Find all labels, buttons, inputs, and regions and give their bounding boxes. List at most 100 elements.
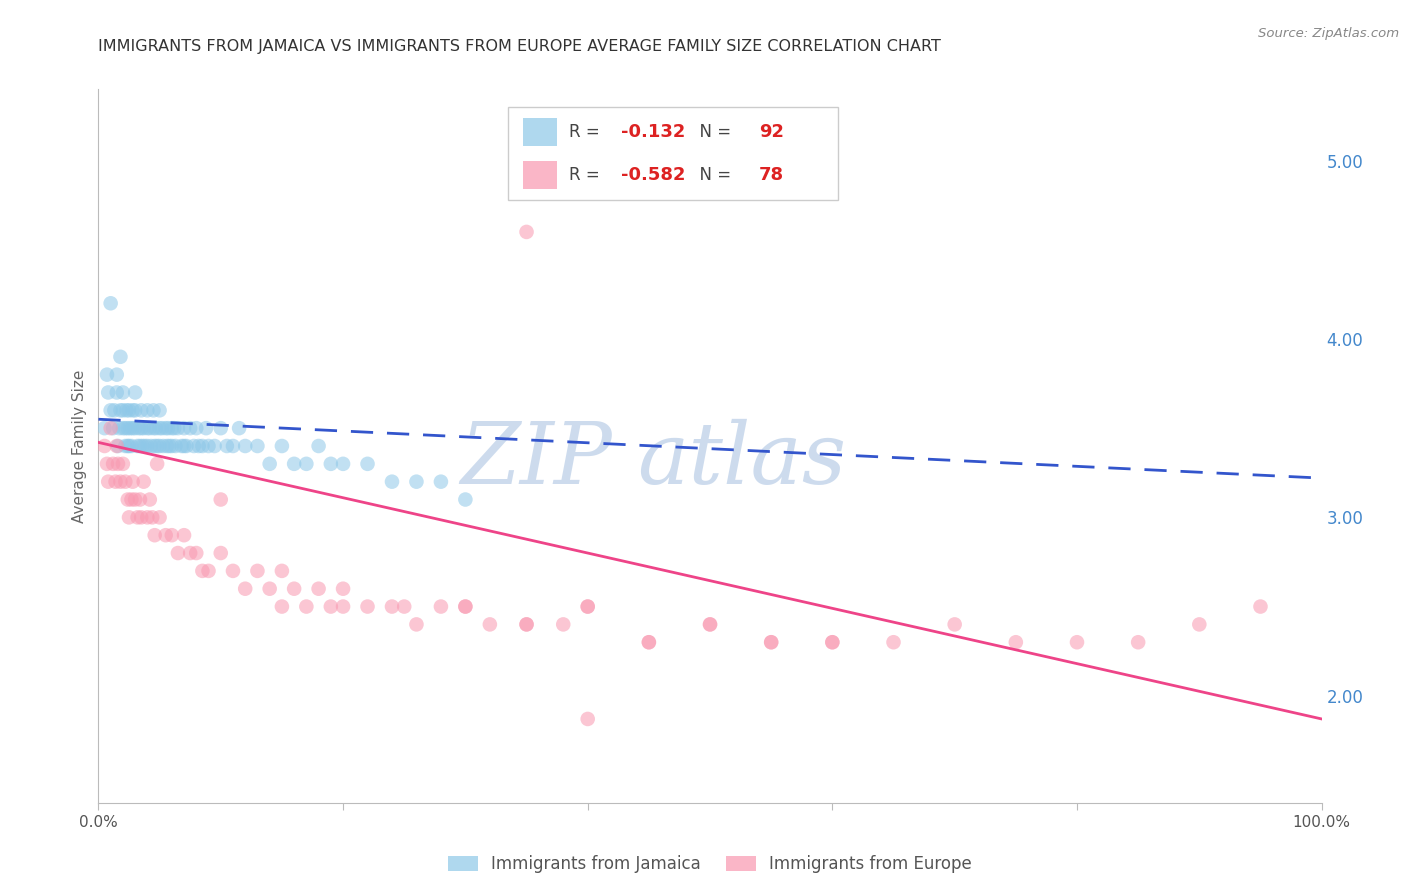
Point xyxy=(195,421,218,435)
Point xyxy=(392,599,416,614)
Point xyxy=(124,421,146,435)
Text: -0.582: -0.582 xyxy=(620,166,685,184)
Point xyxy=(246,564,269,578)
Point xyxy=(149,421,172,435)
Point xyxy=(132,475,155,489)
Text: 92: 92 xyxy=(759,123,785,141)
Point xyxy=(191,439,214,453)
Point xyxy=(120,421,142,435)
Text: ZIP: ZIP xyxy=(460,419,612,501)
Point xyxy=(111,457,134,471)
Point xyxy=(155,528,177,542)
Point xyxy=(1004,635,1026,649)
Point xyxy=(308,582,330,596)
Point xyxy=(157,439,180,453)
Text: Source: ZipAtlas.com: Source: ZipAtlas.com xyxy=(1258,27,1399,40)
Point xyxy=(114,421,136,435)
Point xyxy=(136,403,159,417)
Point xyxy=(104,475,127,489)
Point xyxy=(101,457,124,471)
Y-axis label: Average Family Size: Average Family Size xyxy=(72,369,87,523)
Point xyxy=(259,582,281,596)
Point xyxy=(115,403,138,417)
Point xyxy=(146,439,169,453)
Point xyxy=(430,475,453,489)
Point xyxy=(430,599,453,614)
Point xyxy=(121,421,143,435)
Point xyxy=(114,475,136,489)
Point xyxy=(173,528,195,542)
Point xyxy=(173,421,195,435)
Point xyxy=(515,617,537,632)
Point xyxy=(179,421,201,435)
Point xyxy=(454,492,477,507)
Point xyxy=(105,385,128,400)
Point xyxy=(170,439,193,453)
Point xyxy=(93,439,115,453)
Point xyxy=(103,403,125,417)
Point xyxy=(149,510,172,524)
Point xyxy=(118,403,141,417)
Point xyxy=(96,457,118,471)
Text: -0.132: -0.132 xyxy=(620,123,685,141)
Point xyxy=(129,403,152,417)
Point xyxy=(356,457,378,471)
Point xyxy=(110,350,132,364)
Point xyxy=(108,421,131,435)
Point xyxy=(118,439,141,453)
Point xyxy=(638,635,661,649)
Point xyxy=(120,439,142,453)
Point xyxy=(454,599,477,614)
FancyBboxPatch shape xyxy=(508,107,838,200)
Point xyxy=(332,599,354,614)
Point xyxy=(167,546,190,560)
Point xyxy=(145,421,167,435)
Point xyxy=(165,439,187,453)
Point xyxy=(332,457,354,471)
Point xyxy=(136,421,159,435)
Point xyxy=(160,528,183,542)
Text: atlas: atlas xyxy=(637,419,846,501)
Point xyxy=(270,599,294,614)
Point xyxy=(186,421,208,435)
Text: R =: R = xyxy=(569,166,606,184)
Point xyxy=(381,599,404,614)
Point xyxy=(149,439,172,453)
Point xyxy=(1128,635,1150,649)
Point xyxy=(308,439,330,453)
Text: R =: R = xyxy=(569,123,606,141)
Point xyxy=(146,457,169,471)
Point xyxy=(131,439,153,453)
Point xyxy=(699,617,721,632)
Point xyxy=(97,475,120,489)
Point xyxy=(128,421,150,435)
Point xyxy=(186,546,208,560)
Point xyxy=(295,599,318,614)
Point xyxy=(129,492,152,507)
Point xyxy=(150,421,173,435)
Point xyxy=(149,403,172,417)
Point xyxy=(356,599,378,614)
Point xyxy=(124,403,146,417)
Point xyxy=(157,421,180,435)
Point xyxy=(120,492,142,507)
Point xyxy=(270,439,294,453)
Point xyxy=(124,385,146,400)
Point xyxy=(197,439,219,453)
Point xyxy=(100,296,122,310)
Point xyxy=(139,439,162,453)
Point xyxy=(167,421,190,435)
Point xyxy=(101,421,124,435)
Point xyxy=(209,546,232,560)
Point xyxy=(222,439,245,453)
Point xyxy=(121,403,143,417)
Point xyxy=(139,492,162,507)
Point xyxy=(110,475,132,489)
Point xyxy=(233,582,256,596)
Point xyxy=(121,475,143,489)
Point xyxy=(883,635,905,649)
Point xyxy=(576,599,599,614)
Point xyxy=(187,439,209,453)
Point xyxy=(259,457,281,471)
Point xyxy=(105,439,128,453)
